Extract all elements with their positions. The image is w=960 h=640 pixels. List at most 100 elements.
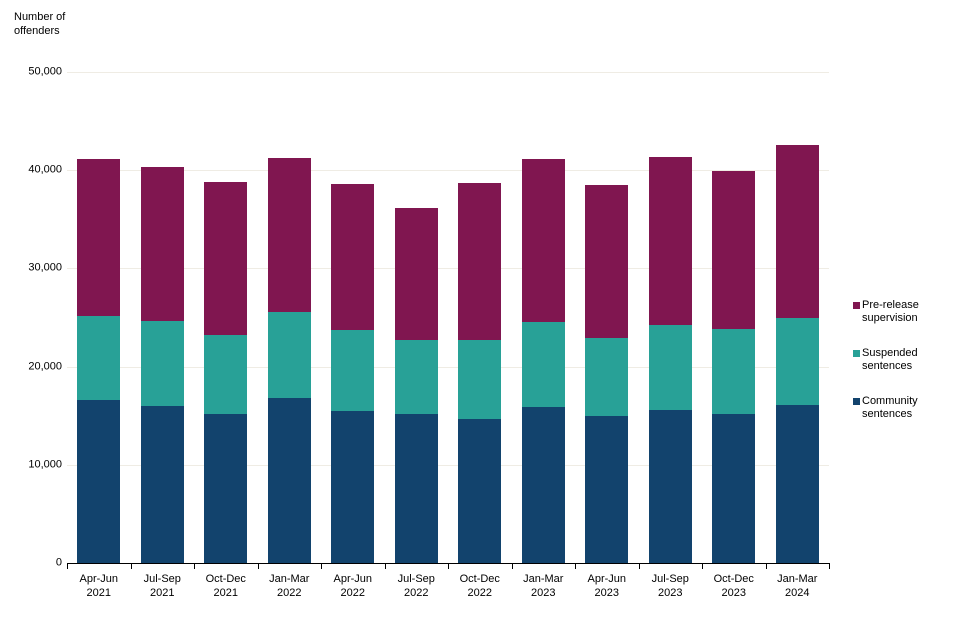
x-tick-label-quarter: Jan-Mar bbox=[269, 573, 310, 585]
bar-segment bbox=[331, 330, 374, 411]
x-axis-tick-mark bbox=[321, 564, 322, 569]
x-tick-label: Jul-Sep 2021 bbox=[131, 572, 195, 600]
stacked-bar bbox=[204, 182, 247, 563]
y-tick-label: 0 bbox=[55, 556, 62, 569]
x-tick-label-quarter: Jul-Sep bbox=[397, 573, 435, 585]
x-tick-label-quarter: Oct-Dec bbox=[205, 573, 246, 585]
bar-slot bbox=[385, 72, 449, 563]
x-axis-tick-mark bbox=[384, 564, 386, 569]
x-axis-tick-mark bbox=[130, 564, 132, 569]
bar-segment bbox=[712, 171, 755, 330]
x-tick-label-year: 2022 bbox=[404, 587, 429, 599]
x-tick-label-quarter: Jan-Mar bbox=[523, 573, 564, 585]
bar-segment bbox=[77, 400, 120, 563]
bar-slot bbox=[194, 72, 258, 563]
x-tick-label-year: 2021 bbox=[213, 587, 238, 599]
x-tick-label-quarter: Apr-Jun bbox=[79, 573, 119, 585]
x-tick-label: Jan-Mar 2023 bbox=[512, 572, 576, 600]
bar-segment bbox=[331, 410, 374, 563]
bar-segment bbox=[394, 207, 438, 341]
legend-label: Pre-release supervision bbox=[862, 299, 919, 324]
x-axis-tick-mark bbox=[765, 564, 767, 569]
bar-segment bbox=[458, 418, 501, 563]
bar-segment bbox=[394, 413, 438, 563]
bar-segment bbox=[204, 413, 247, 563]
bar-segment bbox=[648, 325, 692, 410]
stacked-bar bbox=[521, 159, 565, 563]
x-tick-label: Jan-Mar 2022 bbox=[258, 572, 322, 600]
x-tick-label-quarter: Apr-Jun bbox=[333, 573, 373, 585]
x-tick-label: Oct-Dec 2021 bbox=[194, 572, 258, 600]
x-axis-tick-mark bbox=[67, 564, 68, 569]
bar-segment bbox=[204, 182, 247, 336]
x-tick-label: Jul-Sep 2022 bbox=[385, 572, 449, 600]
legend-item: Pre-release supervision bbox=[853, 299, 948, 325]
bar-segment bbox=[140, 405, 184, 563]
x-axis-tick-mark bbox=[511, 564, 513, 569]
x-tick-label: Oct-Dec 2022 bbox=[448, 572, 512, 600]
x-tick-label-quarter: Jan-Mar bbox=[777, 573, 818, 585]
x-tick-label-year: 2023 bbox=[658, 587, 683, 599]
bar-segment bbox=[775, 404, 819, 563]
stacked-bar bbox=[648, 157, 692, 563]
y-tick-label: 50,000 bbox=[28, 65, 62, 78]
bar-slot bbox=[321, 72, 385, 563]
y-axis-title: Number of offenders bbox=[14, 11, 66, 37]
legend-label: Suspended sentences bbox=[862, 347, 918, 372]
bar-segment bbox=[267, 158, 311, 312]
bar-slot bbox=[575, 72, 639, 563]
x-tick-label-year: 2021 bbox=[150, 587, 175, 599]
gridline bbox=[67, 366, 829, 368]
bar-slot bbox=[131, 72, 195, 563]
x-axis-tick-mark bbox=[257, 564, 259, 569]
x-tick-label-year: 2021 bbox=[86, 587, 111, 599]
bar-segment bbox=[775, 144, 819, 318]
bar-segment bbox=[267, 398, 311, 563]
gridline bbox=[67, 464, 829, 466]
y-tick-label: 20,000 bbox=[28, 360, 62, 373]
bar-segment bbox=[77, 159, 120, 316]
bar-slot bbox=[639, 72, 703, 563]
x-axis-tick-mark bbox=[194, 564, 195, 569]
bar-slot bbox=[512, 72, 576, 563]
bar-slot bbox=[448, 72, 512, 563]
bar-segment bbox=[394, 340, 438, 414]
x-tick-label-year: 2023 bbox=[721, 587, 746, 599]
gridline bbox=[67, 170, 829, 172]
legend-item: Suspended sentences bbox=[853, 347, 948, 373]
x-tick-label: Oct-Dec 2023 bbox=[702, 572, 766, 600]
bar-slot bbox=[702, 72, 766, 563]
bar-segment bbox=[521, 406, 565, 563]
x-tick-label: Apr-Jun 2021 bbox=[67, 572, 131, 600]
x-tick-label: Jan-Mar 2024 bbox=[766, 572, 830, 600]
x-tick-label-quarter: Jul-Sep bbox=[651, 573, 689, 585]
bar-segment bbox=[775, 317, 819, 405]
x-axis-line bbox=[67, 563, 830, 564]
bar-segment bbox=[77, 315, 120, 400]
bar-slot bbox=[67, 72, 131, 563]
stacked-bar bbox=[712, 171, 755, 563]
gridline bbox=[67, 72, 829, 73]
x-tick-label: Jul-Sep 2023 bbox=[639, 572, 703, 600]
y-tick-label: 40,000 bbox=[28, 163, 62, 176]
bar-segment bbox=[458, 183, 501, 341]
x-tick-label-quarter: Apr-Jun bbox=[587, 573, 627, 585]
legend-swatch-icon bbox=[853, 398, 860, 405]
bar-segment bbox=[712, 329, 755, 414]
bar-segment bbox=[521, 322, 565, 407]
bar-segment bbox=[585, 338, 628, 416]
bar-segment bbox=[712, 413, 755, 563]
bar-segment bbox=[204, 335, 247, 414]
x-axis-tick-mark bbox=[702, 564, 703, 569]
x-tick-label-year: 2022 bbox=[467, 587, 492, 599]
bar-segment bbox=[267, 311, 311, 399]
x-tick-label: Apr-Jun 2023 bbox=[575, 572, 639, 600]
x-tick-label-year: 2022 bbox=[277, 587, 302, 599]
bar-segment bbox=[585, 415, 628, 563]
bar-segment bbox=[585, 184, 628, 339]
x-axis-tick-mark bbox=[829, 564, 830, 569]
x-axis-tick-mark bbox=[638, 564, 640, 569]
stacked-bar bbox=[140, 167, 184, 563]
x-tick-label-year: 2024 bbox=[785, 587, 810, 599]
